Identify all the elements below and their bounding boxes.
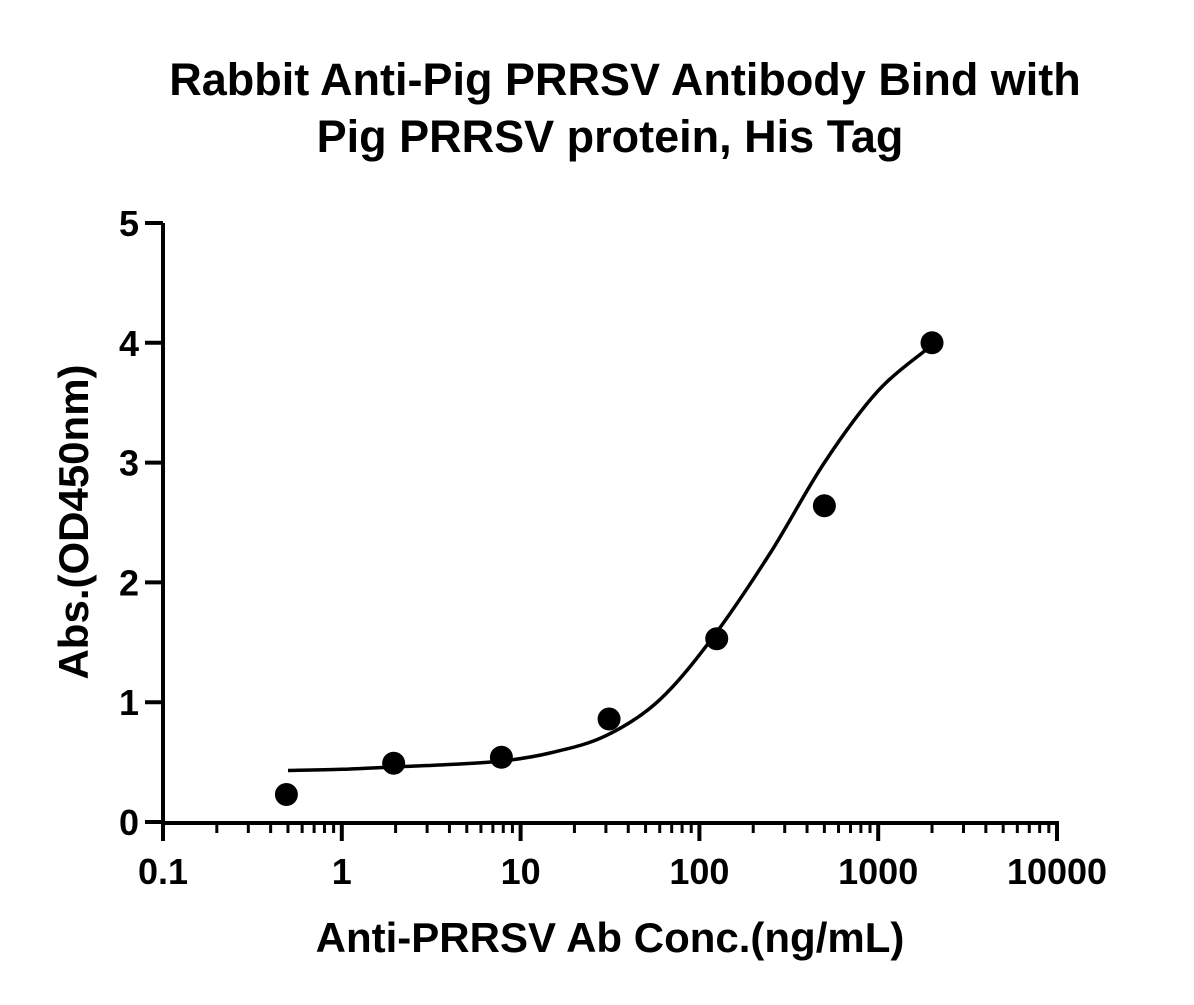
data-point [274, 782, 298, 806]
x-axis-label: Anti-PRRSV Ab Conc.(ng/mL) [316, 914, 905, 961]
data-point [382, 751, 406, 775]
x-tick-label-1000: 1000 [838, 851, 918, 892]
x-tick-label-10: 10 [501, 851, 541, 892]
y-tick-label-3: 3 [119, 443, 139, 484]
data-point [920, 331, 944, 355]
x-tick-label-10000: 10000 [1007, 851, 1107, 892]
x-tick-label-0.1: 0.1 [138, 851, 188, 892]
x-tick-label-1: 1 [332, 851, 352, 892]
tick-labels: 0 1 2 3 4 5 0.1 1 10 100 1000 10000 [119, 203, 1107, 892]
data-point [705, 627, 729, 651]
y-tick-label-0: 0 [119, 802, 139, 843]
data-point [812, 494, 836, 518]
chart-title-line-2: Pig PRRSV protein, His Tag [317, 111, 904, 162]
data-points [274, 331, 944, 806]
y-axis-label: Abs.(OD450nm) [50, 364, 97, 679]
x-tick-label-100: 100 [669, 851, 729, 892]
tick-marks [145, 221, 1059, 841]
data-point [489, 745, 513, 769]
fit-curve [287, 343, 934, 773]
data-point [597, 707, 621, 731]
axes [161, 223, 1059, 825]
y-tick-label-4: 4 [119, 323, 139, 364]
y-tick-label-2: 2 [119, 562, 139, 603]
y-tick-label-1: 1 [119, 682, 139, 723]
y-tick-label-5: 5 [119, 203, 139, 244]
fit-curve-group [287, 343, 934, 773]
chart-title-line-1: Rabbit Anti-Pig PRRSV Antibody Bind with [169, 54, 1081, 105]
